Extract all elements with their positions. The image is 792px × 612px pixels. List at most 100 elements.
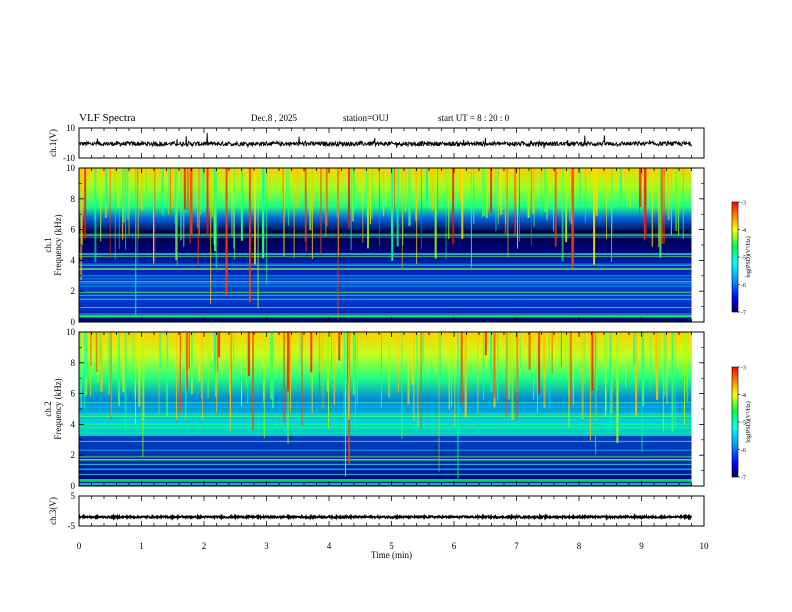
ch2-spectrogram-sferic-streak: [213, 332, 216, 374]
date-label: Dec.8 , 2025: [251, 113, 297, 123]
ch2-spectrogram-sferic-streak: [90, 332, 92, 366]
ch1-spectrogram-sferic-streak: [325, 168, 327, 237]
ch2-spectrogram-sferic-streak: [229, 332, 231, 395]
ch2-spectrogram-sferic-streak: [216, 332, 218, 413]
ch2-spectrogram-hot-streak: [310, 332, 313, 373]
ch1-spectrogram-sferic-streak: [248, 168, 251, 303]
ch2-spectrogram-narrowband-line: [79, 459, 692, 461]
ch1-spectrogram-sferic-streak: [504, 168, 506, 234]
ch2-spectrogram-sferic-streak: [289, 332, 291, 413]
ch2-spectrogram-sferic-streak: [134, 332, 136, 426]
ch2-spectrogram-sferic-streak: [674, 332, 676, 430]
ch2-spectrogram-sferic-streak: [117, 332, 120, 407]
ch1-spectrogram-sferic-streak: [214, 168, 217, 251]
ch1-spectrogram-sferic-streak: [202, 168, 205, 212]
ch1-spectrogram-sferic-streak: [186, 168, 189, 210]
x-tick-label: 5: [389, 541, 394, 551]
ch2-spectrogram-sferic-streak: [142, 332, 144, 457]
ch1-spectrogram-ytick-label: 2: [71, 286, 76, 296]
ch2-spectrogram-sferic-streak: [354, 332, 356, 430]
ch1-spectrogram-sferic-streak: [200, 168, 202, 215]
ch1-spectrogram-sferic-streak: [396, 168, 398, 203]
ch2-spectrogram-hot-streak: [484, 332, 487, 356]
ch1-spectrogram-sferic-streak: [122, 168, 124, 221]
ch2-spectrogram-sferic-streak: [572, 332, 574, 406]
ch1-spectrogram-sferic-streak: [183, 168, 185, 247]
ch1-spectrogram-sferic-streak: [678, 168, 680, 236]
ch2-spectrogram-colorbar-tick-label: -7: [741, 476, 746, 482]
ch1-spectrogram-sferic-streak: [240, 168, 243, 241]
ch2-spectrogram-sferic-streak: [333, 332, 336, 405]
ch1-spectrogram-sferic-streak: [460, 168, 462, 201]
ch1-spectrogram-sferic-streak: [519, 168, 521, 242]
ch2-spectrogram-ytick-label: 8: [71, 358, 76, 368]
ch2-spectrogram-sferic-streak: [493, 332, 496, 398]
ch1-spectrogram-colorbar-tick-label: -5: [741, 256, 746, 262]
ch2-spectrogram-sferic-streak: [79, 332, 81, 398]
ch2-spectrogram-sferic-streak: [132, 332, 134, 368]
ch1-spectrogram-sferic-streak: [606, 168, 608, 240]
ch2-spectrogram-sferic-streak: [464, 332, 467, 418]
ch2-spectrogram-sferic-streak: [589, 332, 591, 441]
ch1-spectrogram-ytick-label: 0: [71, 317, 76, 327]
ch2-spectrogram-ylabel: ch.2Frequency (kHz): [43, 378, 63, 439]
ch2-spectrogram-sferic-streak: [198, 332, 201, 382]
ch2-spectrogram-sferic-streak: [581, 332, 584, 419]
ch1-spectrogram-sferic-streak: [114, 168, 116, 260]
ch2-spectrogram-narrowband-line: [79, 449, 692, 451]
ch1-spectrogram-narrowband-line: [79, 285, 692, 287]
ch1-spectrogram-sferic-streak: [498, 168, 500, 206]
ch1-spectrogram-narrowband-line: [79, 268, 692, 270]
ch1-spectrogram-sferic-streak: [268, 168, 271, 200]
ch2-spectrogram-colorbar-tick-label: -3: [741, 366, 746, 372]
ch2-spectrogram-sferic-streak: [186, 332, 189, 390]
ch2-spectrogram-sferic-streak: [665, 332, 667, 389]
ch1-spectrogram-narrowband-line: [79, 234, 692, 236]
ch2-spectrogram-sferic-streak: [519, 332, 521, 368]
ch1-spectrogram-sferic-streak: [658, 168, 660, 248]
ch1-spectrogram-sferic-streak: [283, 168, 285, 257]
ch2-spectrogram-sferic-streak: [482, 332, 484, 372]
ch2-spectrogram-sferic-streak: [311, 332, 313, 413]
ch2-spectrogram-hot-streak: [218, 332, 221, 358]
ch2-spectrogram-sferic-streak: [683, 332, 685, 424]
station-label: station=OUJ: [343, 113, 389, 123]
ch2-spectrogram-sferic-streak: [413, 332, 415, 422]
ch1-spectrogram-sferic-streak: [197, 168, 199, 228]
ch1-spectrogram-sferic-streak: [352, 168, 355, 212]
ch1-spectrogram-colorbar-tick-label: -6: [741, 283, 746, 289]
x-tick-label: 3: [264, 541, 269, 551]
ch2-spectrogram-sferic-streak: [506, 332, 508, 381]
ch1-spectrogram-sferic-streak: [500, 168, 503, 215]
ch2-spectrogram-sferic-streak: [252, 332, 255, 431]
ch1-spectrogram-sferic-streak: [194, 168, 196, 204]
ch1-spectrogram-sferic-streak: [385, 168, 387, 207]
ch2-spectrogram-narrowband-line: [79, 421, 692, 423]
ch2-spectrogram-sferic-streak: [108, 332, 111, 395]
ch2-spectrogram-ytick-label: 6: [71, 389, 76, 399]
ch1-spectrogram-sferic-streak: [552, 168, 554, 232]
ch1-spectrogram-sferic-streak: [233, 168, 235, 260]
x-tick-label: 1: [139, 541, 144, 551]
ch1-spectrogram-sferic-streak: [168, 168, 170, 215]
ch1-spectrogram-narrowband-line: [79, 233, 692, 235]
ch2-spectrogram-sferic-streak: [347, 332, 350, 420]
ch2-spectrogram-sferic-streak: [568, 332, 570, 428]
ch2-spectrogram-sferic-streak: [460, 332, 463, 404]
ch1-spectrogram-sferic-streak: [126, 168, 129, 220]
ch1-colorbar: -3 -4 -5 -6 -7 log(PSD)(V²/Hz): [731, 201, 752, 317]
ch1-spectrogram-sferic-streak: [161, 168, 163, 208]
ch3-waveform-panel: -5 5 ch.3(V): [48, 491, 705, 531]
ch1-spectrogram-sferic-streak: [350, 168, 352, 251]
ch3-waveform-ylabel: ch.3(V): [48, 497, 58, 525]
ch2-spectrogram-narrowband-line: [79, 405, 692, 407]
ch2-spectrogram-sferic-streak: [166, 332, 169, 417]
ch1-spectrogram-sferic-streak: [135, 168, 137, 315]
ch3-waveform-ytick-label: -5: [68, 521, 76, 531]
ch2-spectrogram-narrowband-line: [79, 415, 692, 417]
ch2-spectrogram-sferic-streak: [80, 332, 82, 408]
ch1-spectrogram-narrowband-line: [79, 283, 692, 285]
ch2-spectrogram-sferic-streak: [356, 332, 358, 404]
